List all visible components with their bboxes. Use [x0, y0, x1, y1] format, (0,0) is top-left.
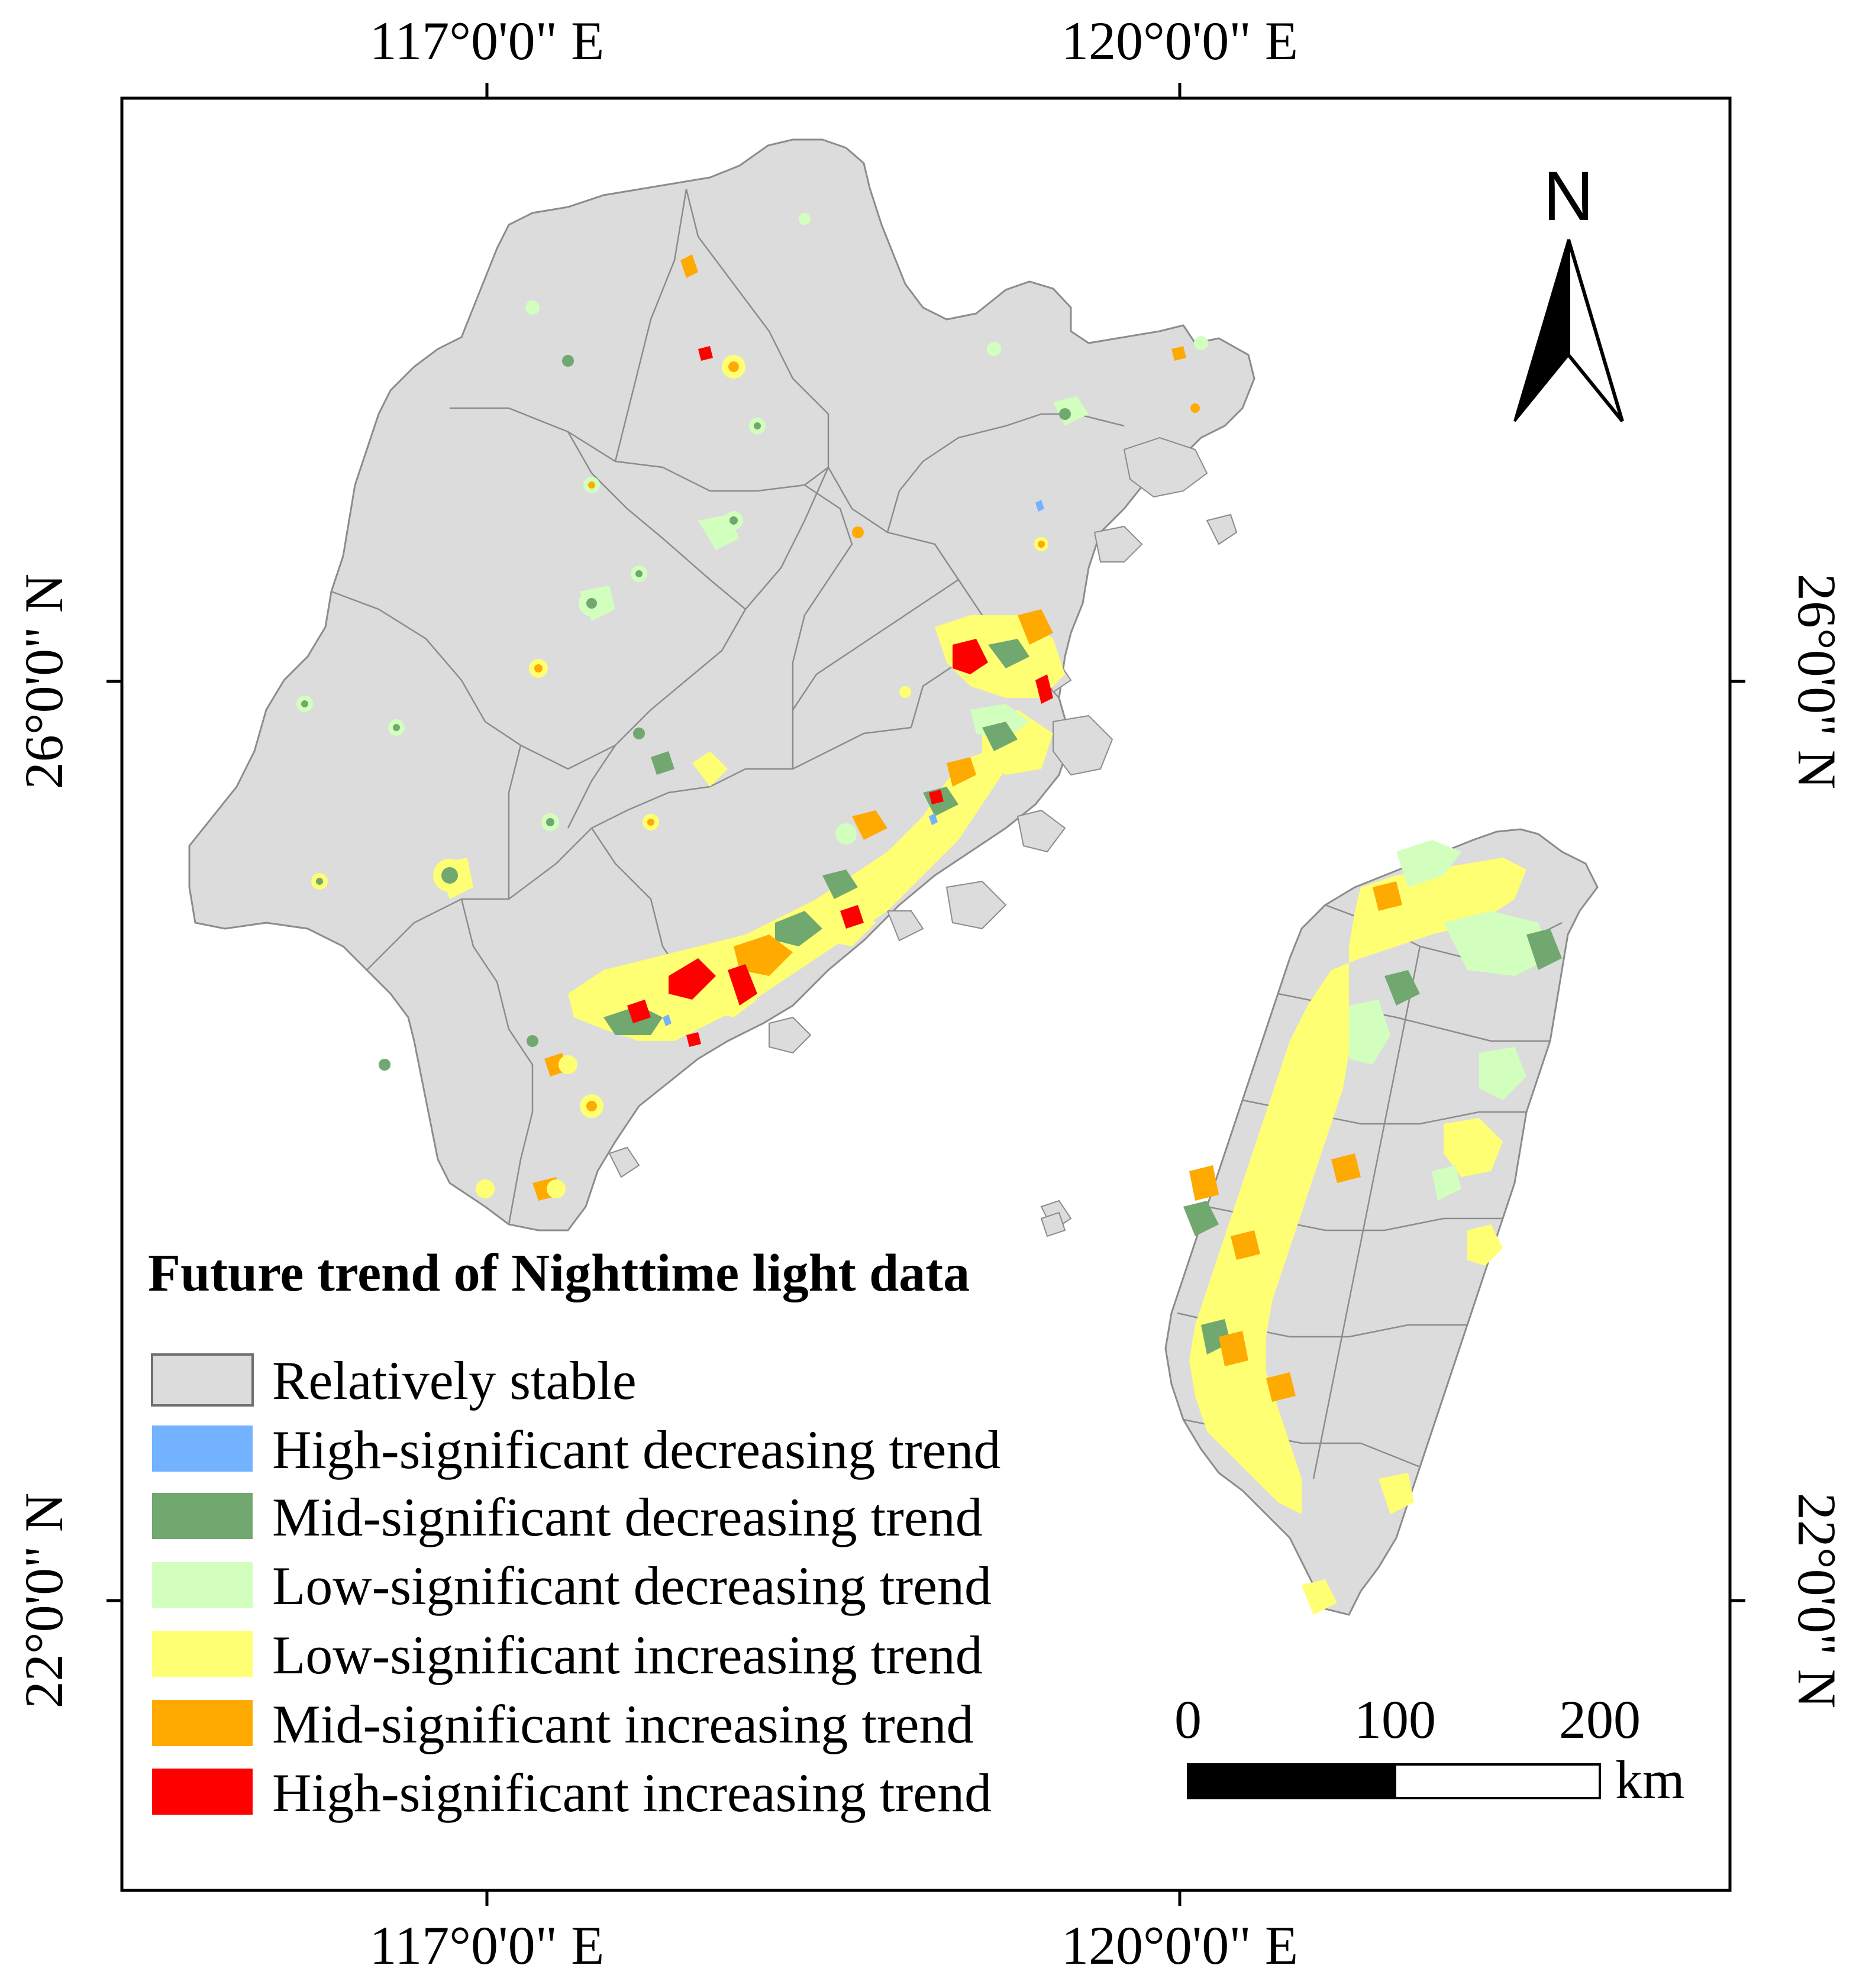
- legend-item-mid-sig-increasing: Mid-significant increasing trend: [152, 1694, 973, 1754]
- penghu-islands: [1040, 1211, 1066, 1237]
- scale-bar-black-segment: [1187, 1763, 1396, 1799]
- bottom-lon-label-117: 117°0'0" E: [370, 1915, 605, 1976]
- trend-patches-layer: [296, 213, 1562, 1615]
- legend-swatch: [152, 1700, 253, 1746]
- legend-label: High-significant increasing trend: [272, 1763, 992, 1823]
- legend-label: Mid-significant increasing trend: [272, 1694, 973, 1754]
- legend-swatch: [152, 1631, 253, 1677]
- graticule-ticks: [106, 83, 1745, 1906]
- fujian-islands: [608, 437, 1238, 1231]
- legend-item-relatively-stable: Relatively stable: [151, 1350, 637, 1411]
- left-lat-label-26: 26°0'0" N: [14, 574, 74, 789]
- scale-tick-label-100: 100: [1354, 1689, 1436, 1750]
- legend-item-low-sig-decreasing: Low-significant decreasing trend: [152, 1556, 992, 1616]
- legend-label: High-significant decreasing trend: [272, 1420, 1000, 1480]
- top-lon-label-120: 120°0'0" E: [1061, 11, 1298, 71]
- legend-label: Relatively stable: [272, 1350, 637, 1411]
- scale-tick-label-0: 0: [1174, 1689, 1202, 1750]
- legend-title: Future trend of Nighttime light data: [148, 1244, 970, 1302]
- scale-unit-label: km: [1615, 1750, 1685, 1810]
- legend-item-high-sig-increasing: High-significant increasing trend: [152, 1763, 992, 1823]
- fujian-province: [188, 138, 1255, 1231]
- high-sig-decreasing-patches: [663, 500, 1044, 1026]
- legend: Future trend of Nighttime light data Rel…: [148, 1244, 1000, 1823]
- right-lat-label-26: 26°0'0" N: [1787, 574, 1847, 789]
- north-arrow-icon-right: [1567, 239, 1624, 422]
- mid-sig-increasing-patches: [532, 254, 1402, 1402]
- top-lon-label-117: 117°0'0" E: [370, 11, 605, 71]
- north-arrow: N: [1513, 157, 1624, 422]
- north-label: N: [1543, 157, 1593, 235]
- legend-swatch: [152, 1562, 253, 1608]
- low-sig-decreasing-patches: [580, 396, 1550, 1201]
- legend-swatch: [152, 1769, 253, 1815]
- legend-item-high-sig-decreasing: High-significant decreasing trend: [152, 1420, 1000, 1480]
- high-sig-increasing-patches: [627, 346, 1053, 1047]
- legend-swatch: [151, 1353, 254, 1407]
- bottom-lon-label-120: 120°0'0" E: [1061, 1915, 1298, 1976]
- legend-swatch: [152, 1425, 253, 1472]
- left-lat-label-22: 22°0'0" N: [14, 1493, 74, 1708]
- right-lat-label-22: 22°0'0" N: [1787, 1493, 1847, 1708]
- inland-city-dots: [296, 213, 1208, 1198]
- legend-label: Mid-significant decreasing trend: [272, 1487, 983, 1547]
- legend-swatch: [152, 1493, 253, 1539]
- scale-tick-label-200: 200: [1559, 1689, 1641, 1750]
- legend-label: Low-significant decreasing trend: [272, 1556, 992, 1616]
- legend-label: Low-significant increasing trend: [272, 1625, 983, 1685]
- scale-bar-white-segment: [1394, 1763, 1601, 1799]
- legend-item-low-sig-increasing: Low-significant increasing trend: [152, 1625, 983, 1685]
- legend-item-mid-sig-decreasing: Mid-significant decreasing trend: [152, 1487, 983, 1547]
- scale-bar: 0 100 200 km: [1174, 1689, 1685, 1810]
